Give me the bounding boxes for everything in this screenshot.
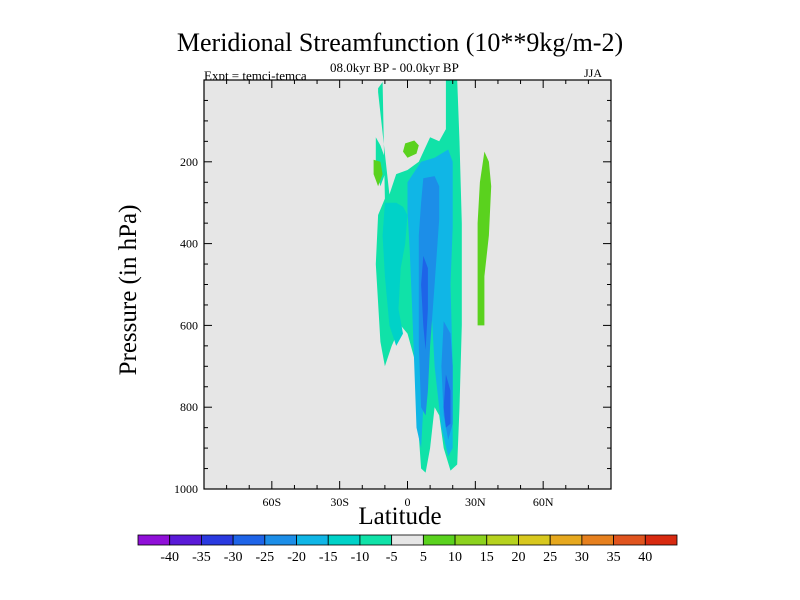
colorbar-label: -30 [224,550,243,565]
x-tick-label: 30N [465,495,486,509]
colorbar-swatch [232,534,266,546]
contour-region [477,151,492,326]
contour-region [418,176,440,416]
x-axis-label: Latitude [358,503,442,530]
contour-region [407,149,453,457]
colorbar-label: 20 [511,550,525,565]
colorbar-swatch [644,534,678,546]
colorbar-swatch [486,534,519,546]
colorbar-swatch [549,534,583,546]
y-tick-label: 1000 [174,482,198,496]
y-tick-label: 800 [180,400,198,414]
contour-region [382,202,408,346]
colorbar-label: -40 [160,550,179,565]
colorbar-label: 25 [543,550,557,565]
colorbar-label: -35 [192,550,211,565]
chart-title: Meridional Streamfunction (10**9kg/m-2) [176,28,624,57]
colorbar-label: -15 [319,550,338,565]
colorbar-swatch [391,534,424,546]
colorbar-swatch [137,534,171,546]
colorbar-swatch [327,534,361,546]
colorbar-label: 30 [575,550,589,565]
contour-region [443,374,451,428]
colorbar-swatch [359,534,393,546]
colorbar-label: -25 [255,550,274,565]
chart-subtitle: 08.0kyr BP - 00.0kyr BP [330,60,459,75]
y-tick-label: 400 [180,237,198,251]
colorbar-swatch [264,534,297,546]
colorbar-label: 5 [420,550,427,565]
colorbar-swatch [518,534,551,546]
colorbar-swatch [581,534,614,546]
contour-region [403,140,419,158]
colorbar-swatch [201,534,234,546]
colorbar-label: -20 [287,550,306,565]
colorbar-label: 35 [607,550,621,565]
x-tick-label: 0 [405,495,411,509]
colorbar-swatch [613,534,646,546]
colorbar-label: -5 [386,550,398,565]
colorbar-label: -10 [351,550,370,565]
colorbar-label: 15 [480,550,494,565]
y-tick-label: 200 [180,155,198,169]
colorbar-label: 10 [448,550,462,565]
x-tick-label: 30S [330,495,349,509]
colorbar-label: 40 [638,550,652,565]
season-label: JJA [584,66,603,80]
colorbar-swatch [422,534,456,546]
colorbar-swatch [296,534,329,546]
x-tick-label: 60S [262,495,281,509]
contour-region [421,255,428,350]
colorbar-swatch [169,534,202,546]
y-tick-label: 600 [180,318,198,332]
experiment-label: Expt = temci-temca [204,68,307,83]
colorbar-swatch [454,534,488,546]
x-tick-label: 60N [533,495,554,509]
contour-region [373,159,383,187]
